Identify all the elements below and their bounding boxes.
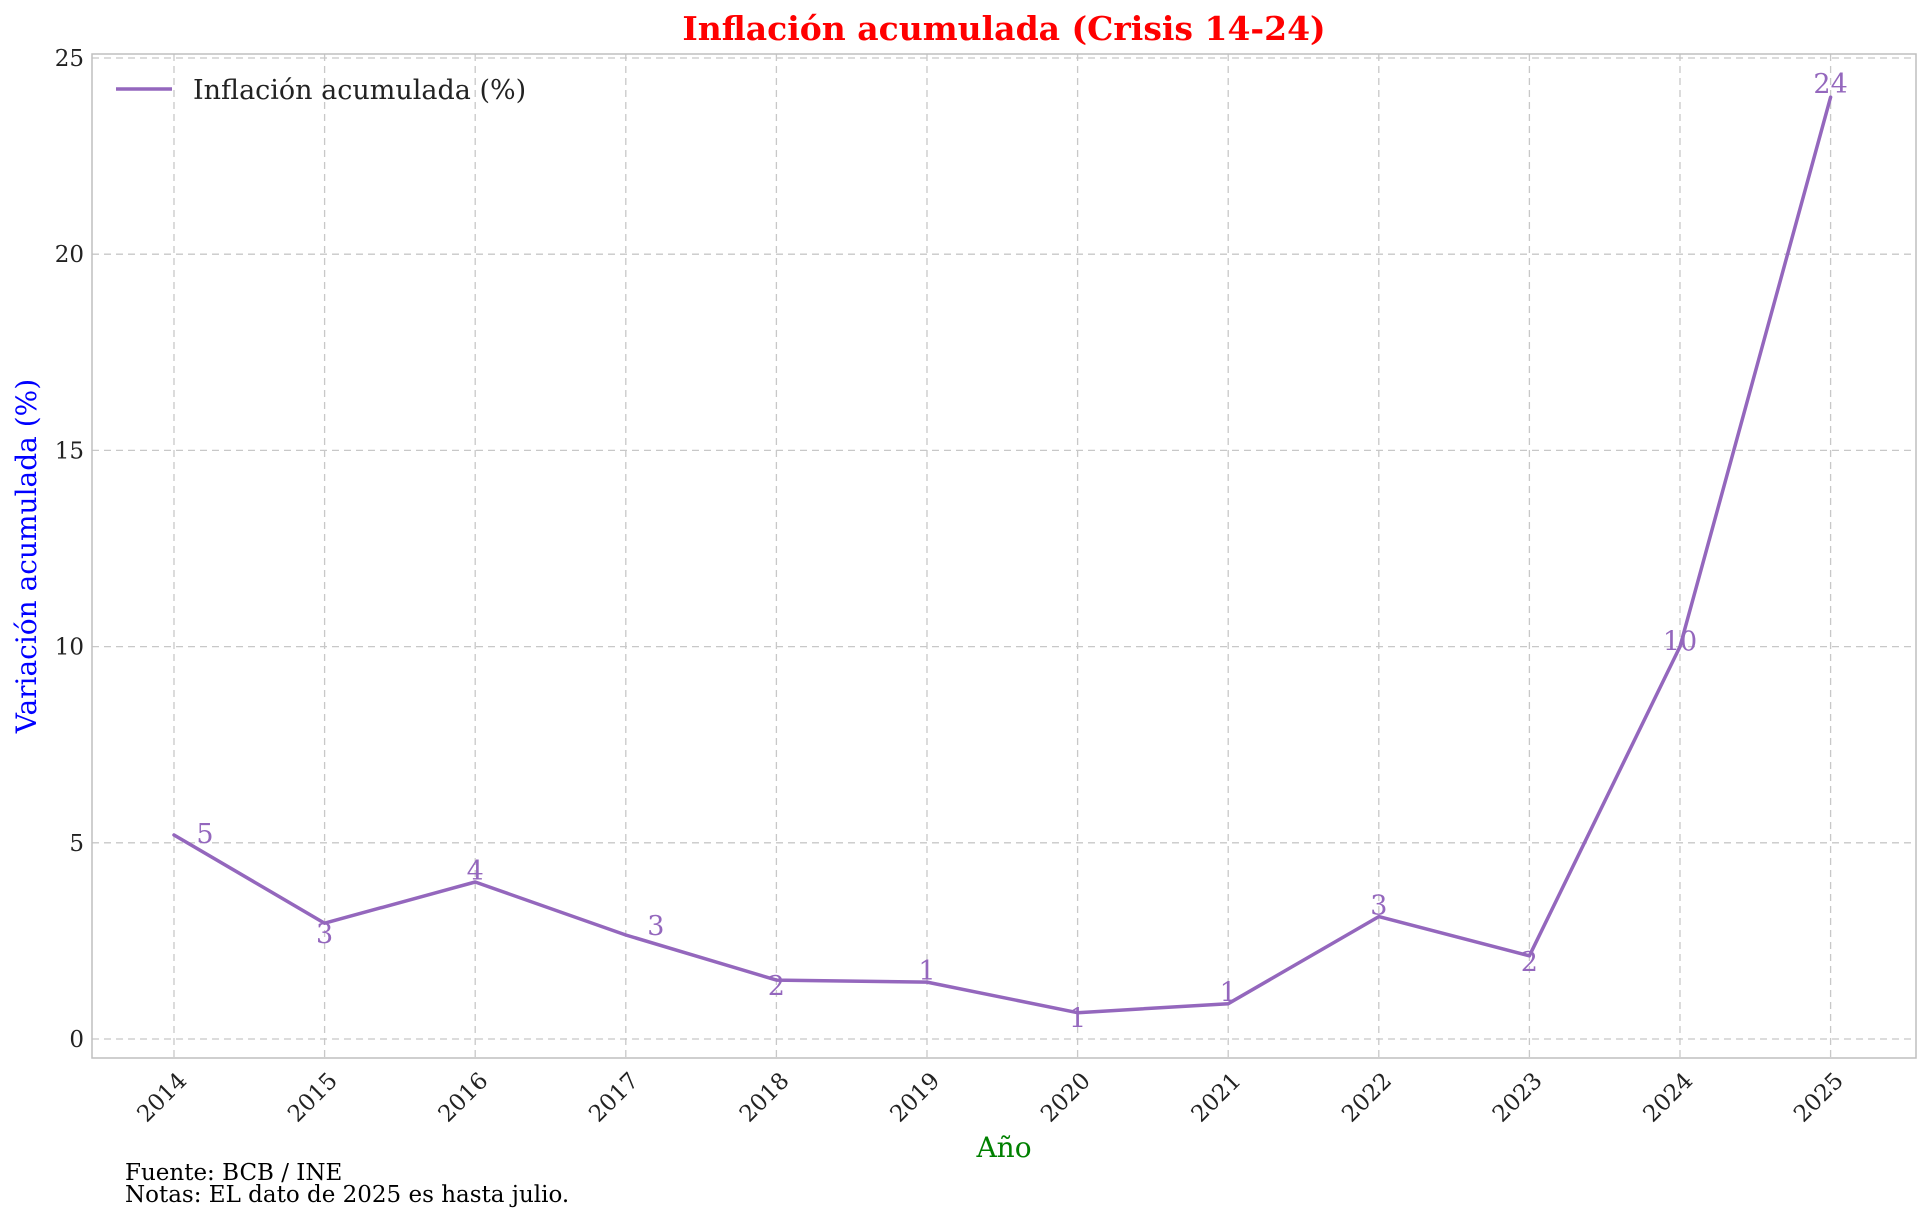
x-tick-label: 2021: [1187, 1068, 1247, 1128]
data-label: 3: [316, 919, 333, 950]
data-label: 3: [1370, 891, 1387, 922]
data-label: 4: [467, 856, 484, 887]
y-tick-label: 25: [55, 46, 84, 72]
x-tick-label: 2016: [434, 1068, 494, 1128]
chart-title: Inflación acumulada (Crisis 14-24): [682, 9, 1325, 48]
y-axis-ticks: 0 5 10 15 20 25: [55, 46, 84, 1053]
data-label: 1: [918, 956, 935, 987]
data-label: 1: [1069, 1004, 1086, 1035]
y-tick-label: 15: [55, 438, 84, 464]
data-label: 24: [1813, 69, 1847, 100]
x-tick-label: 2017: [584, 1068, 644, 1128]
data-label: 5: [196, 819, 213, 850]
x-axis-label: Año: [975, 1131, 1031, 1164]
x-tick-label: 2015: [283, 1068, 343, 1128]
notes-note: Notas: EL dato de 2025 es hasta julio.: [125, 1182, 569, 1208]
x-axis-ticks: 2014 2015 2016 2017 2018 2019 2020 2021 2022 2023…: [132, 1068, 1848, 1128]
source-note: Fuente: BCB / INE: [125, 1160, 342, 1186]
data-labels: 5 3 4 3 2 1 1 1 3 2 10 24: [196, 69, 1847, 1034]
x-tick-label: 2020: [1036, 1068, 1096, 1128]
x-tick-label: 2023: [1488, 1068, 1548, 1128]
plot-frame: [91, 53, 1917, 1059]
grid: [92, 54, 1916, 1058]
y-tick-label: 10: [55, 635, 84, 661]
data-label: 3: [647, 911, 664, 942]
data-label: 1: [1220, 978, 1237, 1009]
x-tick-label: 2022: [1337, 1068, 1397, 1128]
y-tick-label: 5: [69, 831, 84, 857]
x-tick-label: 2019: [885, 1068, 945, 1128]
series-line: [172, 95, 1833, 1015]
legend: Inflación acumulada (%): [116, 75, 526, 106]
data-label: 2: [1521, 947, 1538, 978]
data-label: 2: [768, 971, 785, 1002]
data-label: 10: [1663, 627, 1697, 658]
x-tick-label: 2024: [1638, 1068, 1698, 1128]
y-tick-label: 0: [69, 1027, 84, 1053]
y-tick-label: 20: [55, 242, 84, 268]
x-tick-label: 2014: [132, 1068, 192, 1128]
x-tick-label: 2025: [1789, 1068, 1849, 1128]
x-tick-label: 2018: [735, 1068, 795, 1128]
legend-label: Inflación acumulada (%): [193, 75, 526, 106]
y-axis-label: Variación acumulada (%): [10, 379, 43, 734]
